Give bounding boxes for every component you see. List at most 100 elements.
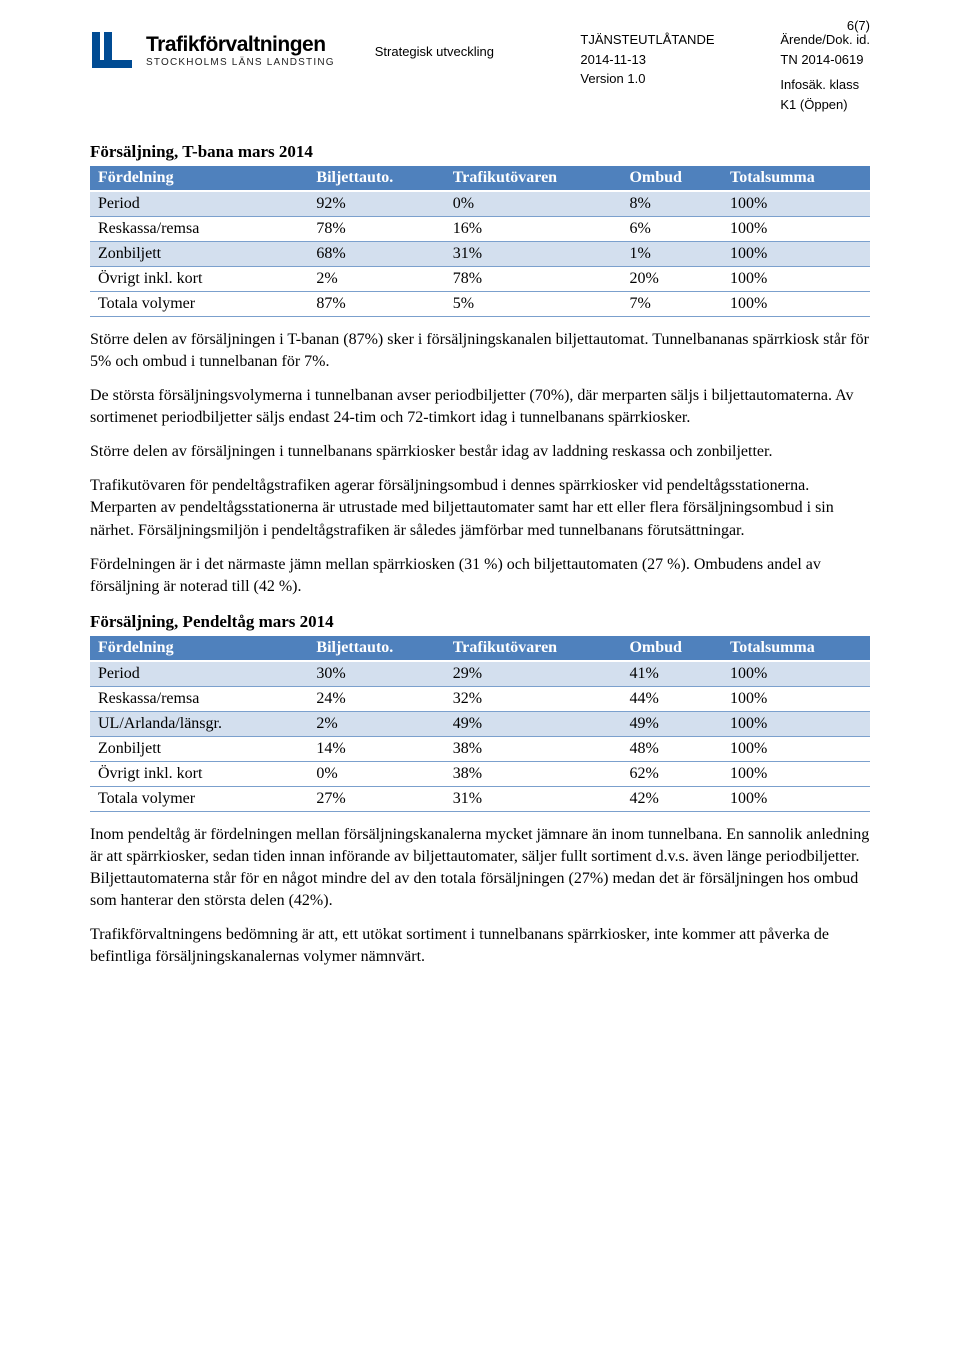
table-row: Reskassa/remsa78%16%6%100%: [90, 217, 870, 242]
table-header-cell: Totalsumma: [722, 636, 870, 661]
body-paragraph: Trafikförvaltningens bedömning är att, e…: [90, 924, 870, 968]
table-cell: 41%: [621, 661, 722, 687]
body-paragraph: De största försäljningsvolymerna i tunne…: [90, 385, 870, 429]
table-cell: 100%: [722, 711, 870, 736]
table-cell: 100%: [722, 292, 870, 317]
header-right: Ärende/Dok. id. TN 2014-0619 Infosäk. kl…: [780, 30, 870, 114]
table-cell: 100%: [722, 191, 870, 217]
table-row: Zonbiljett14%38%48%100%: [90, 736, 870, 761]
table-header-cell: Biljettauto.: [308, 166, 444, 191]
table-header-cell: Fördelning: [90, 166, 308, 191]
table-cell: 0%: [445, 191, 622, 217]
table-cell: 8%: [621, 191, 722, 217]
table-cell: 38%: [445, 761, 622, 786]
table-cell: 7%: [621, 292, 722, 317]
table-cell: Övrigt inkl. kort: [90, 761, 308, 786]
table-cell: 30%: [308, 661, 444, 687]
doc-date: 2014-11-13: [580, 50, 780, 70]
body-paragraph: Inom pendeltåg är fördelningen mellan fö…: [90, 824, 870, 912]
table-cell: 49%: [445, 711, 622, 736]
table-cell: 27%: [308, 786, 444, 811]
table-cell: 31%: [445, 242, 622, 267]
table-cell: 92%: [308, 191, 444, 217]
table-cell: Period: [90, 191, 308, 217]
table-cell: 100%: [722, 686, 870, 711]
table-cell: 44%: [621, 686, 722, 711]
table-header-cell: Ombud: [621, 636, 722, 661]
body-paragraph: Större delen av försäljningen i tunnelba…: [90, 441, 870, 463]
doc-version: Version 1.0: [580, 69, 780, 89]
table-row: Zonbiljett68%31%1%100%: [90, 242, 870, 267]
infosec-label: Infosäk. klass: [780, 75, 870, 95]
table1-title: Försäljning, T-bana mars 2014: [90, 142, 870, 162]
table-cell: 16%: [445, 217, 622, 242]
page-number: 6(7): [847, 18, 870, 33]
table-cell: Reskassa/remsa: [90, 686, 308, 711]
body-paragraph: Fördelningen är i det närmaste jämn mell…: [90, 554, 870, 598]
table-cell: UL/Arlanda/länsgr.: [90, 711, 308, 736]
table-cell: 14%: [308, 736, 444, 761]
table-cell: 38%: [445, 736, 622, 761]
table-cell: 0%: [308, 761, 444, 786]
table-cell: 100%: [722, 242, 870, 267]
body-paragraph: Större delen av försäljningen i T-banan …: [90, 329, 870, 373]
logo-subtitle: STOCKHOLMS LÄNS LANDSTING: [146, 57, 335, 68]
infosec-class: K1 (Öppen): [780, 95, 870, 115]
table-cell: Period: [90, 661, 308, 687]
table-cell: 5%: [445, 292, 622, 317]
table-cell: 78%: [445, 267, 622, 292]
table-cell: 100%: [722, 736, 870, 761]
table-cell: 6%: [621, 217, 722, 242]
department: Strategisk utveckling: [375, 42, 581, 62]
table-cell: 100%: [722, 786, 870, 811]
table-row: Period30%29%41%100%: [90, 661, 870, 687]
table-header-cell: Totalsumma: [722, 166, 870, 191]
table-cell: 62%: [621, 761, 722, 786]
table-cell: Övrigt inkl. kort: [90, 267, 308, 292]
table-row: Totala volymer27%31%42%100%: [90, 786, 870, 811]
table-header-cell: Ombud: [621, 166, 722, 191]
table-cell: 42%: [621, 786, 722, 811]
table-cell: 100%: [722, 267, 870, 292]
logo-block: Trafikförvaltningen STOCKHOLMS LÄNS LAND…: [90, 30, 335, 70]
table-cell: Zonbiljett: [90, 736, 308, 761]
table-cell: 2%: [308, 711, 444, 736]
table-header-cell: Biljettauto.: [308, 636, 444, 661]
table-cell: 100%: [722, 761, 870, 786]
table-header-cell: Fördelning: [90, 636, 308, 661]
table-row: Övrigt inkl. kort0%38%62%100%: [90, 761, 870, 786]
table-row: Reskassa/remsa24%32%44%100%: [90, 686, 870, 711]
table-cell: 24%: [308, 686, 444, 711]
table2: FördelningBiljettauto.TrafikutövarenOmbu…: [90, 636, 870, 812]
table-cell: 1%: [621, 242, 722, 267]
table-cell: Zonbiljett: [90, 242, 308, 267]
table1: FördelningBiljettauto.TrafikutövarenOmbu…: [90, 166, 870, 317]
table-row: Övrigt inkl. kort2%78%20%100%: [90, 267, 870, 292]
table-cell: 48%: [621, 736, 722, 761]
table2-title: Försäljning, Pendeltåg mars 2014: [90, 612, 870, 632]
table-row: Period92%0%8%100%: [90, 191, 870, 217]
table-cell: Reskassa/remsa: [90, 217, 308, 242]
table-cell: 100%: [722, 661, 870, 687]
header: Trafikförvaltningen STOCKHOLMS LÄNS LAND…: [90, 30, 870, 114]
page: 6(7) Trafikförvaltningen STOCKHOLMS LÄNS…: [0, 0, 960, 1020]
body-paragraph: Trafikutövaren för pendeltågstrafiken ag…: [90, 475, 870, 541]
table-cell: Totala volymer: [90, 292, 308, 317]
table-cell: 87%: [308, 292, 444, 317]
table-cell: 49%: [621, 711, 722, 736]
table-row: UL/Arlanda/länsgr.2%49%49%100%: [90, 711, 870, 736]
doc-type: TJÄNSTEUTLÅTANDE: [580, 30, 780, 50]
table-cell: Totala volymer: [90, 786, 308, 811]
case-id: TN 2014-0619: [780, 50, 870, 70]
logo-icon: [90, 30, 136, 70]
table-cell: 78%: [308, 217, 444, 242]
table-cell: 2%: [308, 267, 444, 292]
table-cell: 32%: [445, 686, 622, 711]
table-cell: 29%: [445, 661, 622, 687]
table-cell: 20%: [621, 267, 722, 292]
logo-title: Trafikförvaltningen: [146, 33, 335, 57]
header-mid: Strategisk utveckling: [335, 30, 581, 82]
table-cell: 100%: [722, 217, 870, 242]
table-header-cell: Trafikutövaren: [445, 166, 622, 191]
table-cell: 68%: [308, 242, 444, 267]
